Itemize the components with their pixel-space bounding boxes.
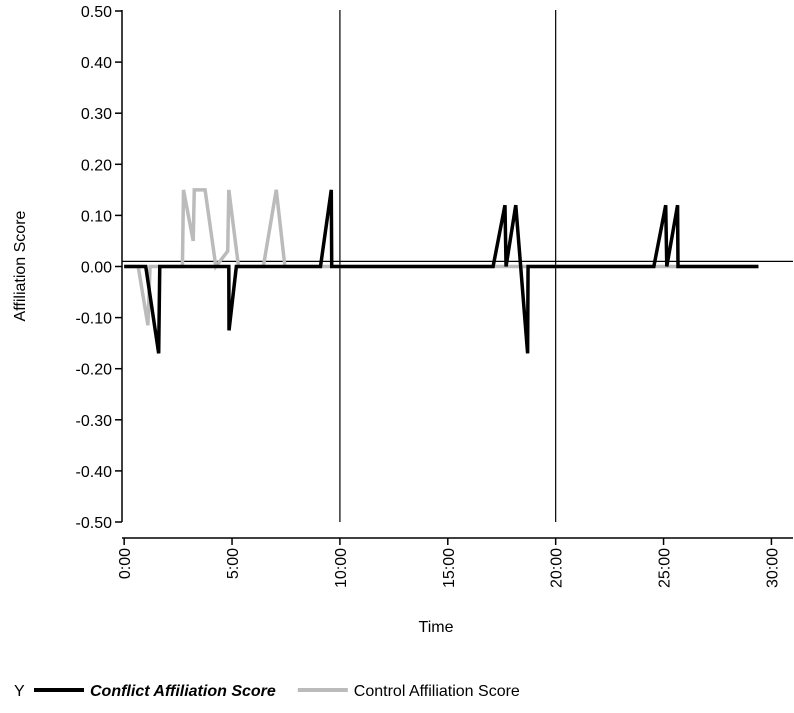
y-tick-label: 0.10 — [81, 208, 112, 225]
y-tick-label: 0.20 — [81, 157, 112, 174]
x-tick-label: 0:00 — [117, 548, 134, 579]
y-tick-label: 0.00 — [81, 260, 112, 277]
y-tick-label: -0.20 — [76, 362, 113, 379]
y-axis-label: Affiliation Score — [12, 210, 29, 321]
x-tick-label: 20:00 — [549, 548, 566, 588]
y-tick-label: -0.40 — [76, 464, 113, 481]
y-tick-label: 0.30 — [81, 106, 112, 123]
y-tick-label: -0.10 — [76, 311, 113, 328]
x-tick-label: 15:00 — [441, 548, 458, 588]
y-tick-label: 0.40 — [81, 55, 112, 72]
y-tick-label: -0.50 — [76, 515, 113, 532]
x-axis-label: Time — [419, 619, 454, 636]
legend-label: Control Affiliation Score — [354, 683, 520, 700]
legend-label: Conflict Affiliation Score — [90, 683, 276, 700]
x-tick-label: 5:00 — [225, 548, 242, 579]
data-line — [124, 189, 759, 354]
y-tick-label: 0.50 — [81, 4, 112, 21]
legend-title: Y — [14, 683, 25, 700]
x-tick-label: 30:00 — [764, 548, 781, 588]
x-tick-label: 25:00 — [657, 548, 674, 588]
y-tick-label: -0.30 — [76, 413, 113, 430]
x-tick-label: 10:00 — [333, 548, 350, 588]
